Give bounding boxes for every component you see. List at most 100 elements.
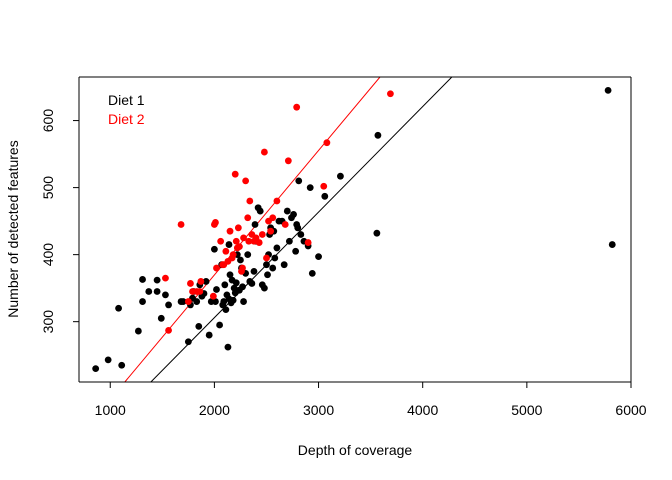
data-point-diet-1	[608, 241, 616, 248]
data-point-diet-2	[213, 264, 220, 272]
data-point-diet-1	[256, 207, 264, 215]
data-point-diet-1	[263, 261, 270, 269]
data-point-diet-2	[293, 103, 301, 111]
data-point-diet-1	[193, 298, 201, 305]
data-point-diet-1	[195, 322, 203, 330]
regression-line-1	[150, 77, 453, 382]
data-point-diet-1	[373, 229, 381, 237]
data-point-diet-1	[153, 288, 161, 295]
x-axis: 1000 2000 3000 4000 5000 6000	[95, 382, 647, 418]
data-point-diet-2	[232, 237, 240, 245]
x-tick-label: 2000	[199, 402, 230, 418]
data-point-diet-2	[187, 280, 194, 287]
data-point-diet-2	[244, 214, 252, 222]
data-point-diet-1	[134, 327, 142, 335]
x-axis-label: Depth of coverage	[298, 442, 413, 458]
data-point-diet-2	[267, 227, 275, 235]
data-point-diet-2	[217, 237, 225, 245]
data-point-diet-1	[285, 237, 293, 245]
data-point-diet-2	[196, 288, 204, 295]
data-point-diet-2	[226, 227, 234, 235]
data-point-diet-2	[273, 197, 281, 205]
data-point-diet-1	[115, 304, 122, 312]
y-axis-label: Number of detected features	[5, 140, 21, 317]
data-point-diet-1	[280, 261, 288, 269]
data-point-diet-2	[284, 157, 292, 165]
data-point-diet-2	[281, 221, 289, 228]
data-point-diet-2	[320, 182, 328, 190]
data-point-diet-1	[292, 247, 300, 255]
data-point-diet-1	[374, 131, 382, 139]
data-point-diet-2	[209, 292, 217, 300]
data-point-diet-1	[283, 207, 291, 215]
data-point-diet-2	[258, 231, 266, 238]
legend-diet-2: Diet 2	[108, 111, 145, 127]
data-point-diet-1	[139, 298, 146, 305]
data-point-diet-1	[153, 276, 161, 284]
data-point-diet-1	[269, 264, 277, 272]
data-point-diet-1	[118, 361, 126, 369]
data-point-diet-2	[212, 219, 219, 226]
y-tick-label: 600	[40, 109, 56, 133]
data-point-diet-1	[337, 172, 344, 180]
data-point-diet-1	[250, 267, 258, 275]
data-point-diet-2	[242, 177, 250, 185]
data-point-diet-1	[221, 281, 229, 289]
data-point-diet-1	[224, 343, 232, 351]
data-point-diet-2	[246, 197, 254, 205]
data-point-diet-1	[162, 291, 169, 299]
y-tick-label: 300	[40, 310, 56, 334]
data-point-diet-1	[225, 241, 233, 248]
x-tick-label: 6000	[615, 402, 646, 418]
data-point-diet-2	[231, 170, 239, 178]
x-tick-label: 4000	[407, 402, 438, 418]
data-point-diet-2	[165, 326, 172, 334]
data-point-diet-2	[263, 254, 270, 262]
data-point-diet-1	[251, 221, 259, 228]
data-points	[92, 87, 616, 372]
legend-diet-1: Diet 1	[108, 92, 145, 108]
data-point-diet-1	[212, 298, 219, 305]
data-point-diet-1	[248, 280, 256, 287]
data-point-diet-2	[245, 237, 253, 245]
data-point-diet-2	[240, 234, 247, 242]
data-point-diet-1	[157, 314, 165, 322]
data-point-diet-1	[297, 231, 305, 238]
y-axis: 300 400 500 600	[40, 109, 79, 334]
data-point-diet-2	[177, 221, 185, 228]
data-point-diet-1	[260, 284, 268, 292]
data-point-diet-1	[220, 298, 228, 305]
data-point-diet-1	[165, 301, 172, 309]
data-point-diet-1	[205, 331, 213, 339]
data-point-diet-1	[226, 271, 234, 279]
data-point-diet-1	[308, 270, 316, 277]
x-tick-label: 5000	[511, 402, 542, 418]
data-point-diet-2	[239, 264, 246, 272]
data-point-diet-1	[306, 184, 314, 192]
data-point-diet-1	[139, 276, 146, 283]
data-point-diet-1	[184, 338, 192, 346]
data-point-diet-2	[269, 214, 277, 222]
data-point-diet-1	[273, 244, 281, 252]
x-tick-label: 1000	[95, 402, 126, 418]
data-point-diet-1	[315, 253, 322, 261]
x-tick-label: 3000	[303, 402, 334, 418]
data-point-diet-1	[232, 279, 240, 287]
data-point-diet-1	[290, 211, 297, 218]
data-point-diet-1	[295, 177, 303, 185]
data-point-diet-2	[197, 278, 205, 285]
data-point-diet-1	[145, 288, 153, 295]
data-point-diet-1	[216, 321, 224, 329]
data-point-diet-2	[222, 247, 230, 255]
data-point-diet-1	[179, 298, 187, 305]
data-point-diet-1	[213, 286, 220, 293]
data-point-diet-2	[235, 243, 243, 250]
data-point-diet-1	[240, 298, 247, 305]
data-point-diet-2	[229, 251, 237, 259]
data-point-diet-1	[264, 271, 271, 279]
data-point-diet-1	[222, 306, 230, 314]
y-tick-label: 400	[40, 243, 56, 267]
data-point-diet-1	[202, 278, 210, 285]
